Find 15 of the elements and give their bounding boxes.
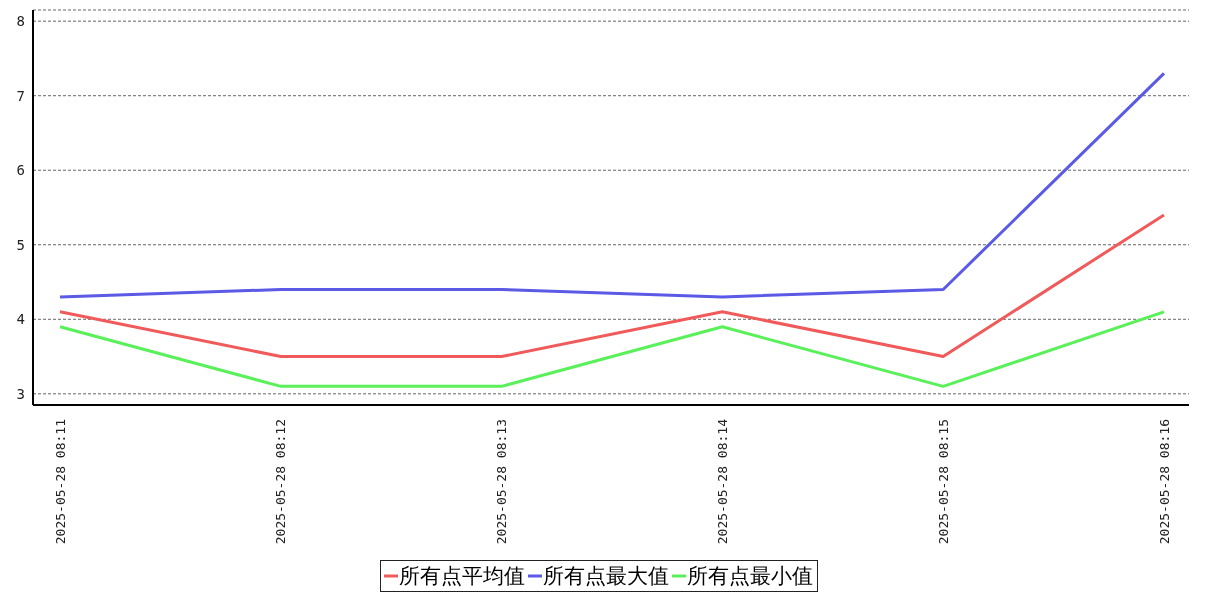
x-tick-label: 2025-05-28 08:15 — [935, 419, 951, 545]
x-tick-label: 2025-05-28 08:16 — [1156, 419, 1172, 545]
legend-label: 所有点最小值 — [686, 563, 813, 590]
x-tick-label: 2025-05-28 08:13 — [494, 419, 510, 545]
y-tick-label: 5 — [16, 236, 25, 253]
legend-label: 所有点平均值 — [398, 563, 525, 590]
x-tick-label: 2025-05-28 08:14 — [714, 418, 730, 545]
y-tick-label: 4 — [16, 311, 25, 328]
x-tick-label: 2025-05-28 08:11 — [52, 419, 68, 545]
y-tick-label: 8 — [16, 13, 25, 30]
y-tick-label: 6 — [16, 162, 25, 179]
legend-label: 所有点最大值 — [542, 563, 669, 590]
y-tick-label: 3 — [16, 385, 25, 402]
y-tick-label: 7 — [16, 87, 25, 104]
x-tick-label: 2025-05-28 08:12 — [273, 419, 289, 545]
